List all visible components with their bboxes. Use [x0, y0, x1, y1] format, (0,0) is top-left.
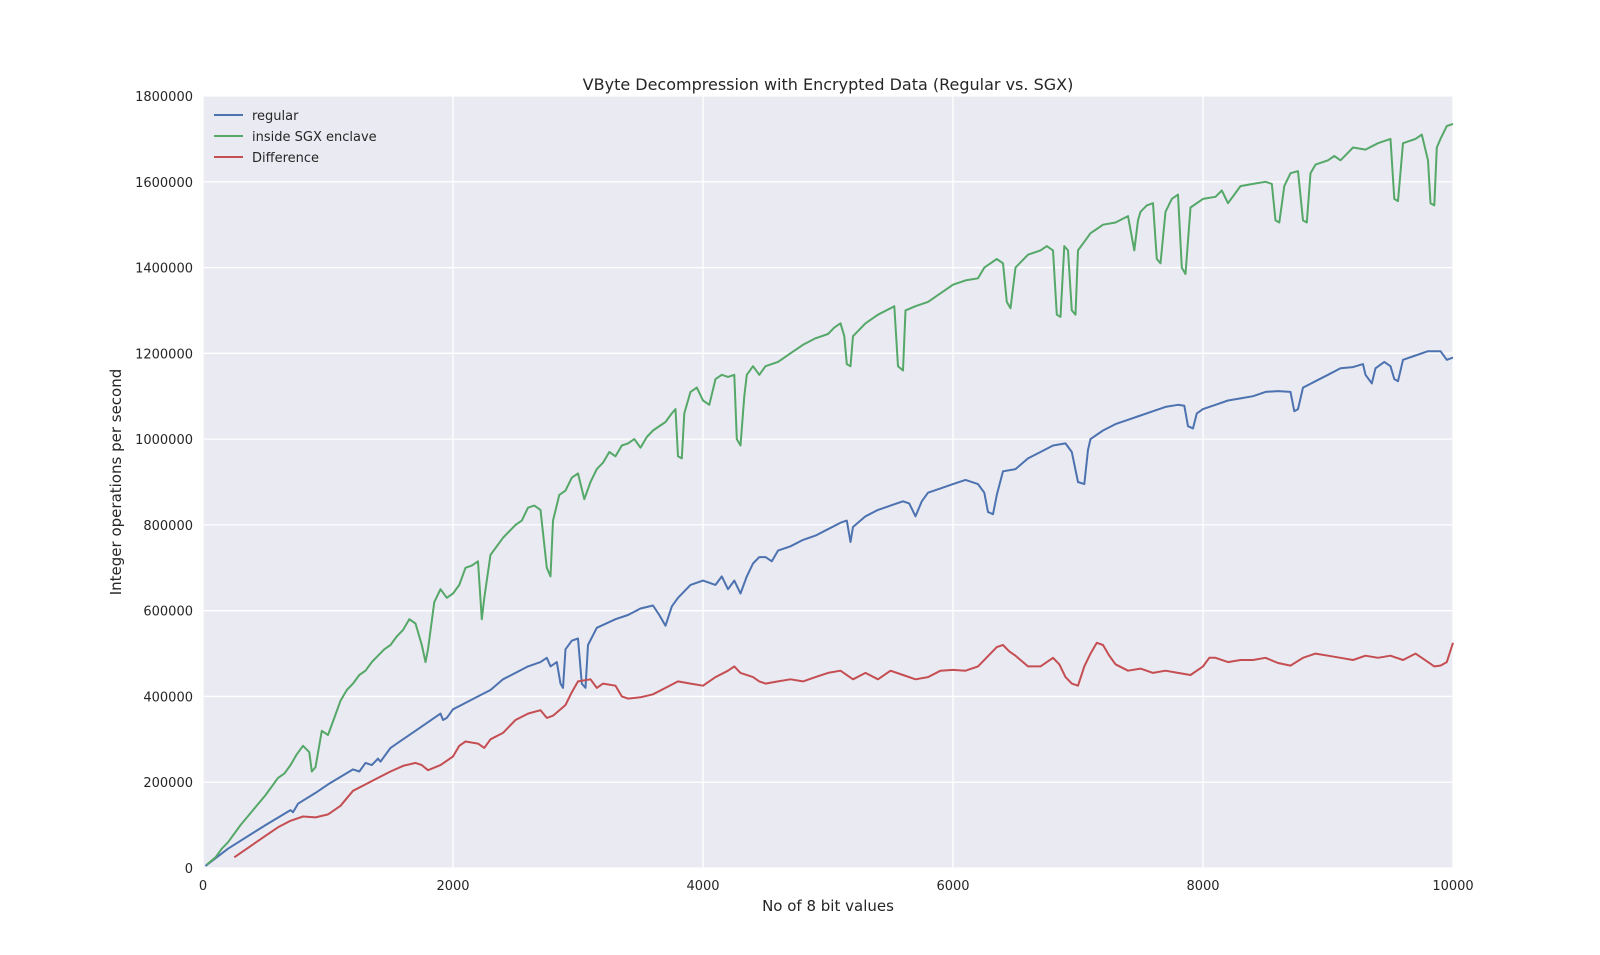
x-tick-label: 6000 — [936, 879, 969, 894]
legend-label-difference: Difference — [252, 151, 319, 166]
grid — [202, 95, 1454, 869]
x-tick-labels: 0 2000 4000 6000 8000 10000 — [199, 879, 1474, 894]
y-tick-label: 1000000 — [135, 433, 193, 448]
y-tick-label: 0 — [185, 862, 193, 877]
y-tick-label: 600000 — [143, 605, 193, 620]
legend-label-inside-sgx-enclave: inside SGX enclave — [252, 130, 377, 145]
chart-title: VByte Decompression with Encrypted Data … — [583, 75, 1074, 94]
y-tick-label: 1600000 — [135, 176, 193, 191]
y-tick-label: 200000 — [143, 776, 193, 791]
y-tick-label: 400000 — [143, 690, 193, 705]
x-tick-label: 2000 — [436, 879, 469, 894]
series-lines — [204, 122, 1454, 867]
series-line-inside-sgx-enclave — [206, 122, 1454, 866]
series-line-regular — [204, 350, 1454, 867]
series-line-difference — [233, 641, 1454, 859]
y-tick-label: 1400000 — [135, 262, 193, 277]
y-tick-label: 1200000 — [135, 347, 193, 362]
x-tick-label: 4000 — [686, 879, 719, 894]
plot-background — [203, 96, 1453, 868]
y-tick-label: 1800000 — [135, 90, 193, 105]
x-tick-label: 10000 — [1432, 879, 1473, 894]
y-axis-label: Integer operations per second — [107, 369, 125, 596]
x-axis-label: No of 8 bit values — [762, 897, 894, 915]
x-tick-label: 8000 — [1186, 879, 1219, 894]
y-tick-label: 800000 — [143, 519, 193, 534]
legend: regular inside SGX enclave Difference — [214, 109, 377, 166]
y-tick-labels: 0 200000 400000 600000 800000 1000000 1200000 1… — [135, 90, 193, 877]
legend-label-regular: regular — [252, 109, 299, 124]
x-tick-label: 0 — [199, 879, 207, 894]
